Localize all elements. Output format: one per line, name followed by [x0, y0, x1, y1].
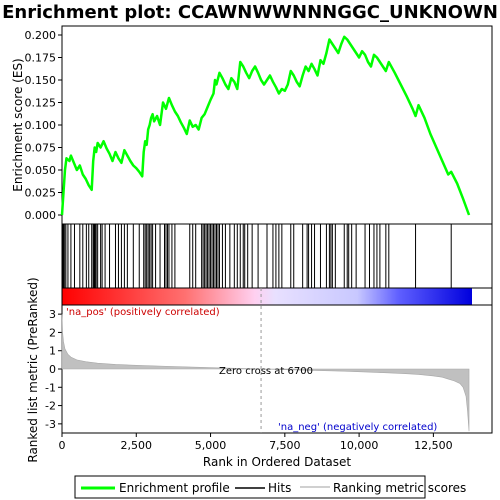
- x-axis: 0 2,500 5,000 7,500 10,000 12,500: [59, 433, 453, 452]
- legend-frame: [74, 475, 426, 499]
- rank-band: [62, 288, 472, 305]
- rank-color-band: [61, 287, 493, 306]
- x-tick-label: 10,000: [340, 439, 379, 452]
- legend-item-profile: Enrichment profile: [119, 481, 230, 495]
- metric-y-axis-label: Ranked list metric (PreRanked): [26, 277, 40, 462]
- legend-item-hits: Hits: [268, 481, 291, 495]
- es-y-tick-label: 0.100: [25, 119, 57, 132]
- es-y-tick-label: 0.025: [25, 187, 57, 200]
- x-axis-label: Rank in Ordered Dataset: [203, 455, 351, 469]
- ranking-metric-area: [61, 314, 470, 432]
- metric-y-tick-label: 3: [49, 308, 56, 321]
- enrichment-profile-line: [60, 35, 471, 216]
- metric-y-tick-label: -3: [45, 418, 56, 431]
- x-tick-label: 5,000: [195, 439, 227, 452]
- legend-item-metric: Ranking metric scores: [333, 481, 466, 495]
- metric-y-tick-label: 1: [49, 345, 56, 358]
- es-y-tick-label: 0.050: [25, 164, 57, 177]
- hits-panel-frame: [61, 223, 493, 289]
- x-tick-label: 12,500: [414, 439, 453, 452]
- x-tick-label: 7,500: [269, 439, 301, 452]
- es-y-tick-label: 0.125: [25, 97, 57, 110]
- hits-panel: [61, 223, 493, 289]
- legend: Enrichment profile Hits Ranking metric s…: [74, 475, 466, 499]
- metric-y-tick-label: -2: [45, 400, 56, 413]
- es-y-axis-label: Enrichment score (ES): [11, 58, 25, 191]
- es-y-axis: 0.000 0.025 0.050 0.075 0.100 0.125 0.150 0.175…: [25, 29, 62, 222]
- x-tick-label: 0: [59, 439, 66, 452]
- na-pos-annotation: 'na_pos' (positively correlated): [66, 307, 220, 318]
- chart-title: Enrichment plot: CCAWNWWNNNGGC_UNKNOWN: [2, 2, 498, 23]
- metric-y-axis: -3 -2 -1 0 1 2 3: [45, 308, 62, 431]
- hits-series: [62, 224, 452, 288]
- es-panel-frame: [61, 25, 493, 225]
- na-neg-annotation: 'na_neg' (negatively correlated): [278, 422, 437, 433]
- es-y-tick-label: 0.075: [25, 142, 57, 155]
- es-y-tick-label: 0.200: [25, 29, 57, 42]
- ranked-metric-panel: -3 -2 -1 0 1 2 3 'na_pos' (positively correlat…: [26, 277, 493, 463]
- x-tick-label: 2,500: [121, 439, 153, 452]
- es-y-tick-label: 0.000: [25, 209, 57, 222]
- metric-y-tick-label: 0: [49, 363, 56, 376]
- es-panel: 0.000 0.025 0.050 0.075 0.100 0.125 0.150 0.175…: [11, 25, 493, 225]
- zero-cross-annotation: Zero cross at 6700: [219, 366, 313, 377]
- metric-y-tick-label: -1: [45, 381, 56, 394]
- es-y-tick-label: 0.175: [25, 52, 57, 65]
- enrichment-profile-series: [60, 35, 471, 216]
- metric-y-tick-label: 2: [49, 326, 56, 339]
- ranking-metric-series: [61, 314, 470, 432]
- es-y-tick-label: 0.150: [25, 74, 57, 87]
